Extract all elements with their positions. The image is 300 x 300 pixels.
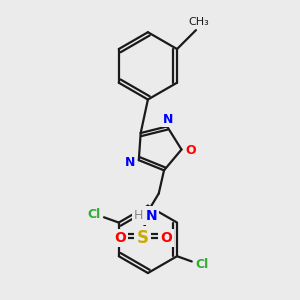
Text: Cl: Cl (196, 258, 209, 271)
Text: Cl: Cl (87, 208, 100, 220)
Text: O: O (114, 231, 126, 244)
Text: O: O (186, 144, 196, 157)
Text: N: N (125, 156, 136, 169)
Text: CH₃: CH₃ (189, 17, 209, 27)
Text: O: O (160, 231, 172, 244)
Text: H: H (134, 209, 143, 222)
Text: N: N (146, 208, 157, 223)
Text: S: S (137, 229, 149, 247)
Text: N: N (163, 112, 173, 126)
